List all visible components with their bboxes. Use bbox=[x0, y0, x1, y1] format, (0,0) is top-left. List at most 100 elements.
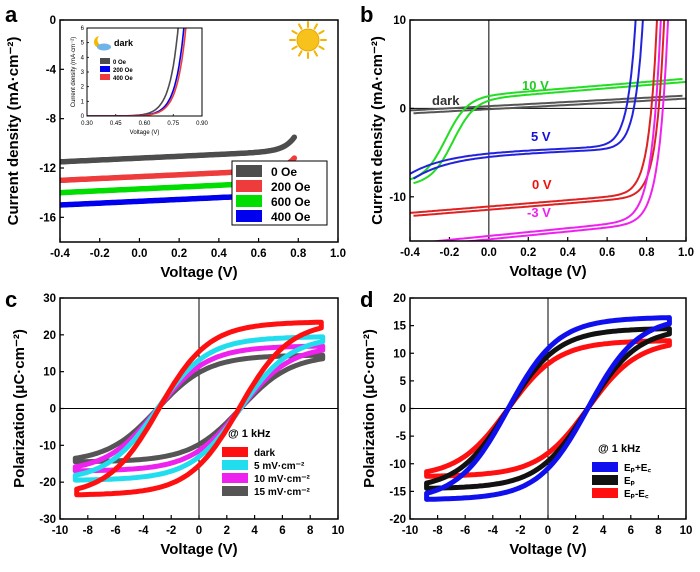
panel-letter: a bbox=[5, 2, 18, 27]
panel-b: b -0.4 -0.2 0.0 0.2 0.4 0.6 0.8 1.0 10 0 -10 Voltage… bbox=[360, 2, 694, 280]
inset-y-tick-label: 6 bbox=[81, 26, 85, 32]
x-tick-label: -4 bbox=[138, 525, 149, 537]
series-line bbox=[412, 20, 644, 180]
x-tick-label: 0.4 bbox=[211, 248, 228, 260]
series-loop bbox=[424, 315, 672, 502]
legend-label: 400 Oe bbox=[271, 210, 311, 224]
inset-x-tick-label: 0.60 bbox=[139, 121, 151, 127]
series-line bbox=[410, 20, 658, 214]
legend-swatch bbox=[236, 180, 262, 192]
panel-d: d-10 -8 -6 -4 -2 0 2 4 6 8 1020151050-5-10-15-20Vo… bbox=[360, 287, 692, 558]
x-axis-label: Voltage (V) bbox=[160, 264, 237, 281]
y-tick-label: -10 bbox=[389, 192, 406, 204]
y-tick-label: -12 bbox=[39, 163, 56, 175]
y-tick-label: -4 bbox=[46, 64, 57, 76]
inset-y-tick-label: 2 bbox=[81, 85, 85, 91]
sun-ray bbox=[298, 50, 303, 57]
y-tick-label: 30 bbox=[43, 293, 56, 305]
legend-swatch bbox=[236, 210, 262, 222]
x-tick-label: 6 bbox=[279, 525, 285, 537]
x-axis-label: Voltage (V) bbox=[509, 541, 586, 558]
y-axis-label: Polarization (μC·cm⁻²) bbox=[361, 329, 378, 488]
series-line bbox=[410, 78, 683, 181]
inset-legend-label: 0 Oe bbox=[113, 60, 127, 66]
legend-swatch bbox=[592, 475, 618, 485]
y-tick-label: 10 bbox=[393, 348, 406, 360]
x-tick-label: -2 bbox=[166, 525, 176, 537]
inset-legend-swatch bbox=[100, 66, 110, 72]
sun-ray bbox=[313, 50, 318, 57]
y-tick-label: -8 bbox=[46, 114, 57, 126]
legend-title: @ 1 kHz bbox=[598, 443, 641, 455]
y-tick-label: -5 bbox=[396, 431, 407, 443]
plot-frame bbox=[409, 297, 687, 520]
inset-y-tick-label: 5 bbox=[81, 41, 85, 47]
series-line bbox=[60, 134, 298, 165]
x-tick-label: -6 bbox=[460, 525, 470, 537]
moon-cloud-icon bbox=[94, 34, 111, 51]
y-tick-label: 10 bbox=[43, 367, 56, 379]
panel-a: a -0.4 -0.2 0.0 0.2 0.4 0.6 0.8 1.0 0 -4 -8 -12 -16 Vo… bbox=[5, 2, 346, 281]
x-tick-label: -0.4 bbox=[400, 247, 420, 259]
sun-ray bbox=[291, 45, 298, 50]
sun-ray bbox=[318, 45, 325, 50]
sun-ray bbox=[291, 30, 298, 35]
x-tick-label: 0.8 bbox=[639, 247, 656, 259]
x-tick-label: 0 bbox=[545, 525, 551, 537]
x-tick-label: 0.0 bbox=[131, 248, 147, 260]
y-tick-label: -16 bbox=[39, 212, 56, 224]
y-tick-label: -20 bbox=[39, 477, 56, 489]
sun-ray bbox=[318, 30, 325, 35]
x-tick-label: 0.2 bbox=[520, 247, 536, 259]
series-label: 10 V bbox=[522, 78, 549, 93]
legend-label: 600 Oe bbox=[271, 195, 311, 209]
inset-x-tick-label: 0.75 bbox=[167, 121, 179, 127]
x-tick-label: -10 bbox=[402, 525, 419, 537]
y-tick-label: 0 bbox=[400, 404, 406, 416]
x-tick-label: 0.6 bbox=[251, 248, 267, 260]
legend-swatch bbox=[592, 462, 618, 472]
y-tick-label: 20 bbox=[43, 330, 56, 342]
legend-label: dark bbox=[254, 448, 276, 459]
inset-y-tick-label: 3 bbox=[81, 70, 85, 76]
x-tick-label: 0.0 bbox=[481, 247, 497, 259]
x-tick-label: -4 bbox=[488, 525, 499, 537]
panel-letter: d bbox=[360, 287, 373, 312]
x-tick-label: -8 bbox=[83, 525, 94, 537]
x-tick-label: 1.0 bbox=[678, 247, 694, 259]
inset-x-axis-label: Voltage (V) bbox=[130, 130, 160, 136]
sun-icon bbox=[289, 21, 327, 59]
legend-label: Eₚ+E꜀ bbox=[624, 463, 651, 474]
y-tick-label: -10 bbox=[389, 459, 406, 471]
x-tick-label: 4 bbox=[251, 525, 258, 537]
x-tick-label: 6 bbox=[628, 525, 634, 537]
inset-frame bbox=[86, 27, 203, 117]
y-axis-label: Current density (mA·cm⁻²) bbox=[369, 36, 386, 225]
legend-swatch bbox=[592, 488, 618, 498]
x-tick-label: -8 bbox=[432, 525, 443, 537]
x-tick-label: 8 bbox=[307, 525, 314, 537]
x-tick-label: 0 bbox=[196, 525, 202, 537]
inset-series-line bbox=[87, 28, 187, 116]
legend-label: 0 Oe bbox=[271, 165, 297, 179]
series-label: -3 V bbox=[527, 205, 551, 220]
series-line bbox=[461, 20, 670, 241]
y-tick-label: 5 bbox=[400, 376, 407, 388]
series-label: 0 V bbox=[532, 177, 552, 192]
inset-series-group bbox=[87, 28, 187, 116]
x-axis-label: Voltage (V) bbox=[160, 541, 237, 558]
y-tick-label: -30 bbox=[39, 514, 56, 526]
x-tick-label: 8 bbox=[655, 525, 662, 537]
series-line bbox=[413, 20, 666, 217]
legend-label: 10 mV·cm⁻² bbox=[254, 474, 311, 485]
inset-x-tick-label: 0.90 bbox=[196, 121, 208, 127]
x-tick-label: 2 bbox=[224, 525, 230, 537]
inset-legend-swatch bbox=[100, 74, 110, 80]
sun-ray bbox=[313, 23, 318, 30]
y-tick-label: 0 bbox=[50, 15, 56, 27]
x-tick-label: 0.8 bbox=[290, 248, 307, 260]
y-tick-label: 20 bbox=[393, 293, 406, 305]
x-tick-label: -10 bbox=[52, 525, 69, 537]
